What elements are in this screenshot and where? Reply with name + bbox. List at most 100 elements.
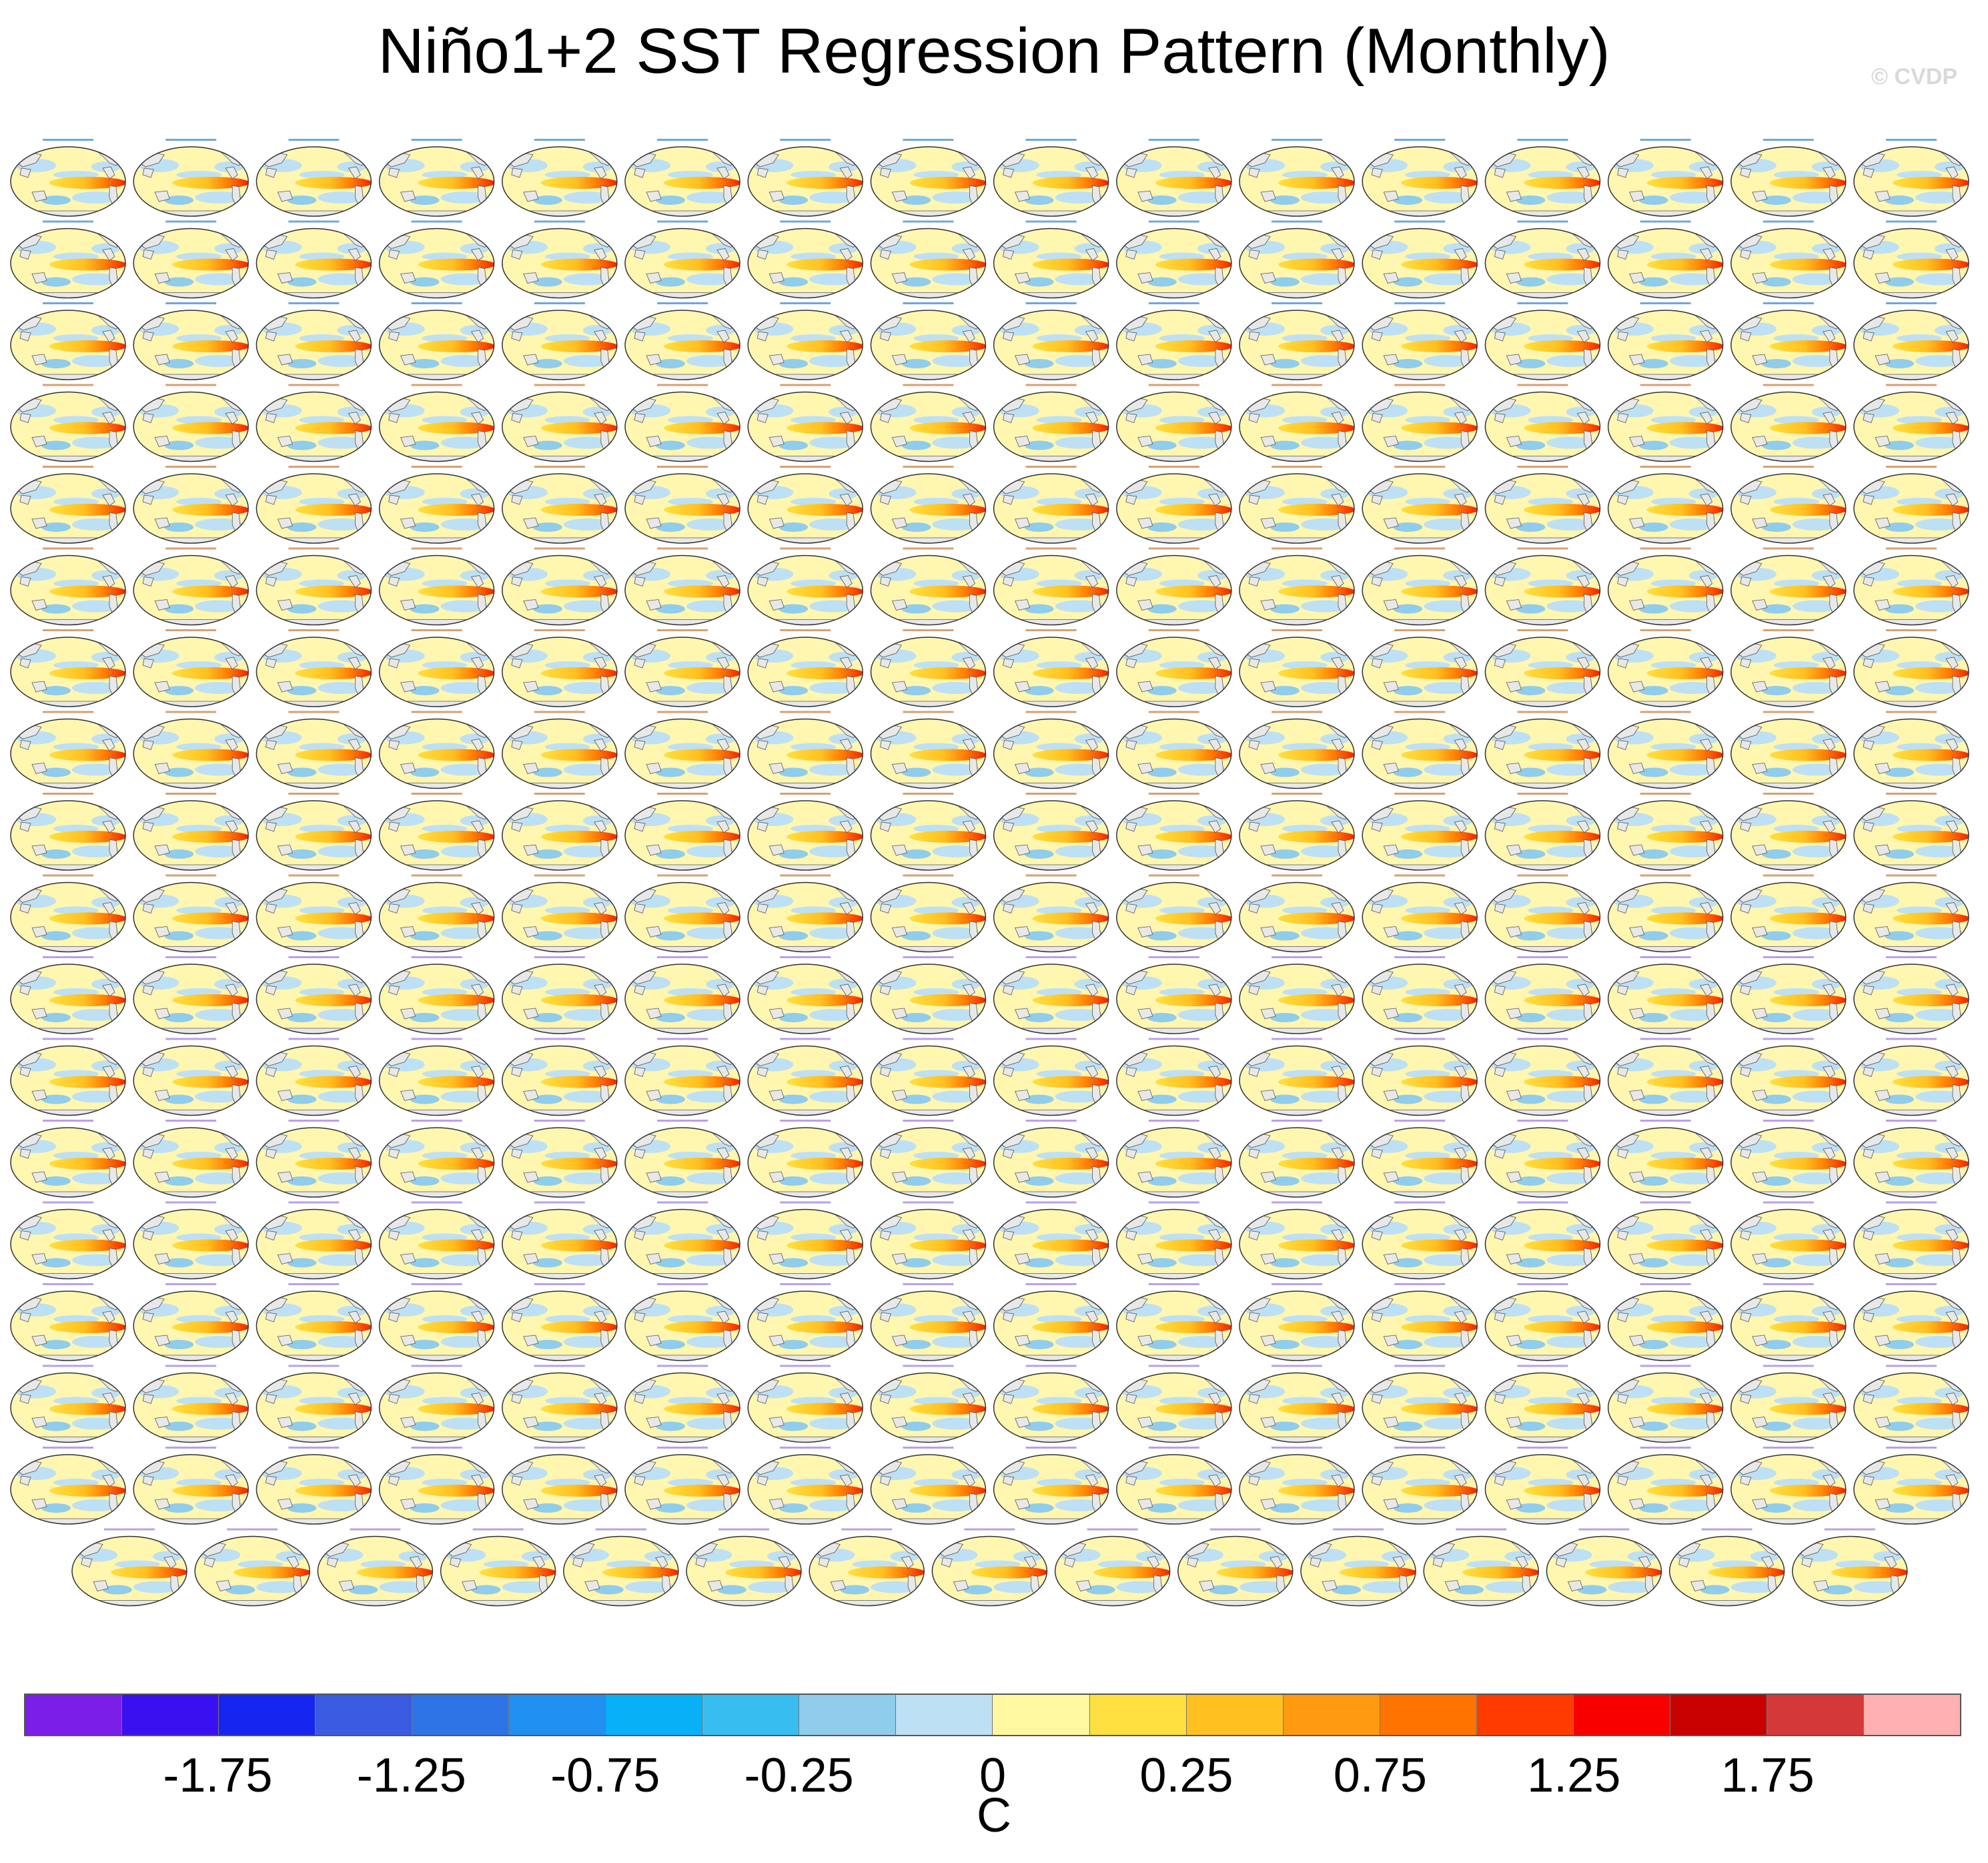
panel-caption (1148, 956, 1199, 958)
panel-caption (657, 956, 708, 958)
map-panel (809, 1537, 925, 1607)
map-panel (994, 1210, 1110, 1280)
map-panel (11, 1373, 127, 1444)
map-panel (133, 1046, 250, 1117)
panel-caption (1763, 1120, 1814, 1122)
panel-caption (1886, 1120, 1937, 1122)
colorbar-swatch (1573, 1695, 1670, 1735)
map-panel (1854, 637, 1970, 708)
map-panel (1731, 1128, 1847, 1198)
map-panel (871, 719, 987, 790)
map-panel (1239, 719, 1356, 790)
panel-caption (657, 139, 708, 141)
panel-caption (43, 1201, 93, 1204)
panel-caption (165, 384, 217, 386)
map-panel (932, 1537, 1048, 1607)
panel-caption (534, 139, 585, 141)
panel-caption (1025, 384, 1077, 386)
map-panel (1608, 1455, 1724, 1525)
map-panel (256, 719, 372, 790)
panel-caption (165, 711, 217, 713)
panel-caption (1209, 1528, 1261, 1531)
map-panel (748, 883, 864, 954)
map-panel (256, 637, 372, 708)
map-panel (11, 147, 127, 218)
panel-caption (411, 793, 462, 795)
panel-caption (903, 384, 954, 386)
map-panel (256, 1455, 372, 1525)
panel-caption (1517, 220, 1568, 223)
colorbar-swatch (509, 1695, 606, 1735)
panel-caption (1272, 220, 1322, 223)
map-panel (871, 801, 987, 871)
panel-caption (1148, 466, 1199, 468)
panel-caption (1640, 1120, 1691, 1122)
panel-caption (1517, 1447, 1568, 1449)
panel-caption (1517, 1120, 1568, 1122)
colorbar-ticks: -1.75 -1.25 -0.75 -0.25 0 0.25 0.75 1.25 1.75 (24, 1694, 1961, 1802)
panel-caption (780, 1120, 831, 1122)
panel-caption (1763, 1201, 1814, 1204)
map-panel (1239, 310, 1356, 381)
panel-grid (0, 139, 1988, 1668)
panel-caption (903, 711, 954, 713)
map-panel (133, 147, 250, 218)
map-panel (1731, 474, 1847, 544)
panel-caption (1763, 220, 1814, 223)
panel-caption (288, 1038, 340, 1040)
map-panel (1362, 147, 1478, 218)
panel-caption (1272, 1365, 1322, 1367)
panel-caption (1456, 1528, 1507, 1531)
map-panel (133, 1210, 250, 1280)
map-panel (1608, 883, 1724, 954)
panel-caption (1272, 629, 1322, 631)
panel-caption (534, 874, 585, 877)
panel-caption (657, 1283, 708, 1285)
panel-caption (43, 139, 93, 141)
panel-caption (657, 1365, 708, 1367)
panel-caption (1148, 1447, 1199, 1449)
map-panel (871, 1455, 987, 1525)
map-panel (1117, 1291, 1233, 1362)
map-panel (1362, 1455, 1478, 1525)
panel-caption (1886, 302, 1937, 304)
map-panel (1239, 1210, 1356, 1280)
panel-caption (1148, 547, 1199, 550)
map-panel (564, 1537, 680, 1607)
panel-caption (1394, 956, 1446, 958)
map-panel (1731, 1046, 1847, 1117)
map-panel (11, 1455, 127, 1525)
map-panel (1854, 801, 1970, 871)
map-panel (1117, 964, 1233, 1035)
panel-caption (534, 629, 585, 631)
map-panel (1485, 1291, 1601, 1362)
panel-caption (657, 1038, 708, 1040)
panel-caption (841, 1528, 893, 1531)
panel-caption (534, 793, 585, 795)
map-panel (1731, 883, 1847, 954)
map-panel (256, 1373, 372, 1444)
panel-caption (534, 302, 585, 304)
panel-caption (780, 139, 831, 141)
panel-caption (780, 466, 831, 468)
map-panel (1485, 556, 1601, 627)
map-panel (1608, 1210, 1724, 1280)
map-panel (1854, 1373, 1970, 1444)
panel-caption (1272, 547, 1322, 550)
map-panel (1608, 1291, 1724, 1362)
panel-caption (780, 302, 831, 304)
map-panel (502, 637, 618, 708)
map-panel (1608, 392, 1724, 463)
panel-caption (165, 1447, 217, 1449)
panel-caption (1394, 302, 1446, 304)
map-panel (1854, 392, 1970, 463)
panel-caption (1272, 384, 1322, 386)
panel-caption (1272, 1038, 1322, 1040)
panel-caption (1394, 711, 1446, 713)
map-panel (994, 310, 1110, 381)
panel-caption (288, 1201, 340, 1204)
map-panel (380, 1291, 496, 1362)
map-panel (1117, 310, 1233, 381)
map-panel (1239, 1128, 1356, 1198)
panel-caption (780, 220, 831, 223)
